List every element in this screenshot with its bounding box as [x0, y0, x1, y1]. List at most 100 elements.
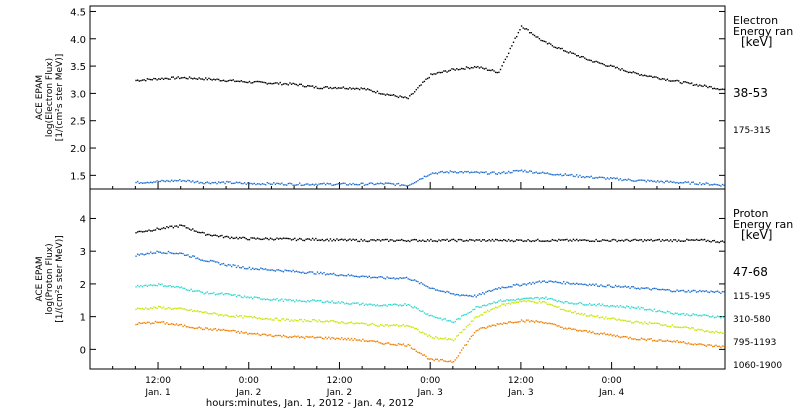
electron-series-point: [679, 181, 682, 184]
proton-series-point: [537, 238, 539, 241]
proton-series-point: [572, 238, 575, 241]
proton-series-point: [438, 290, 440, 292]
electron-series-point: [349, 87, 351, 89]
proton-series-point: [354, 302, 356, 305]
proton-series-point: [703, 290, 706, 293]
proton-series-point: [443, 239, 445, 241]
proton-series-point: [715, 241, 717, 243]
proton-series-point: [269, 237, 272, 239]
proton-series-point: [644, 287, 646, 290]
proton-series-point: [418, 309, 421, 312]
proton-series-point: [420, 352, 422, 355]
electron-series-point: [663, 78, 665, 80]
proton-series-point: [143, 254, 145, 256]
proton-series-point: [284, 269, 286, 271]
electron-series-point: [533, 172, 536, 174]
proton-series-point: [407, 239, 409, 242]
proton-series-point: [405, 304, 408, 307]
proton-series-point: [149, 323, 152, 325]
electron-series-point: [425, 175, 427, 178]
proton-series-point: [290, 319, 293, 321]
proton-series-point: [543, 301, 545, 303]
proton-series-point: [514, 240, 516, 242]
proton-series-point: [358, 322, 361, 325]
electron-series-point: [295, 83, 298, 86]
proton-series-point: [294, 237, 296, 240]
proton-series-point: [527, 282, 529, 285]
proton-series-point: [378, 341, 380, 344]
proton-series-point: [336, 302, 338, 304]
electron-series-point: [413, 91, 416, 93]
proton-series-point: [243, 315, 246, 317]
proton-series-point: [517, 239, 520, 241]
proton-series-point: [164, 252, 166, 255]
proton-series-point: [579, 313, 581, 316]
proton-series-point: [331, 240, 333, 242]
proton-series-point: [389, 324, 392, 327]
proton-series-point: [525, 284, 528, 286]
proton-series-point: [305, 272, 307, 275]
electron-series-point: [177, 179, 179, 182]
proton-series-point: [634, 238, 636, 241]
proton-series-point: [572, 303, 575, 305]
proton-series-point: [559, 326, 562, 328]
electron-series-point: [486, 173, 489, 175]
proton-series-point: [721, 345, 724, 347]
proton-series-point: [663, 311, 665, 314]
proton-series-point: [598, 240, 601, 242]
proton-series-point: [384, 342, 387, 345]
proton-series-point: [624, 285, 626, 287]
proton-series-point: [464, 344, 466, 347]
proton-series-point: [337, 301, 340, 303]
proton-series-point: [637, 321, 639, 323]
electron-series-point: [682, 182, 685, 184]
proton-series-point: [451, 238, 453, 241]
proton-series-point: [561, 308, 563, 311]
proton-series-point: [587, 284, 589, 287]
proton-series-point: [703, 314, 706, 316]
proton-series-point: [559, 300, 562, 303]
electron-series-point: [580, 55, 583, 58]
electron-series-point: [563, 174, 565, 177]
electron-series-point: [315, 85, 317, 88]
proton-series-point: [198, 326, 200, 328]
proton-series-point: [167, 250, 170, 253]
electron-series-point: [451, 171, 453, 173]
proton-series-point: [156, 250, 158, 253]
proton-series-point: [595, 333, 597, 335]
electron-series-point: [154, 181, 157, 183]
proton-series-point: [592, 240, 594, 242]
proton-series-point: [702, 290, 704, 292]
proton-series-point: [187, 326, 189, 328]
electron-series-point: [648, 180, 651, 182]
electron-series-point: [460, 67, 463, 70]
proton-series-point: [376, 276, 379, 279]
electron-series-point: [545, 41, 547, 43]
proton-series-point: [410, 347, 413, 349]
proton-series-point: [645, 239, 648, 242]
proton-series-point: [585, 239, 588, 242]
electron-series-point: [537, 172, 539, 175]
proton-series-point: [522, 240, 524, 243]
electron-series-point: [219, 80, 221, 82]
proton-series-point: [575, 282, 578, 285]
proton-series-point: [566, 310, 568, 312]
electron-series-point: [162, 180, 165, 182]
proton-series-point: [482, 305, 484, 307]
electron-series-point: [582, 56, 584, 58]
proton-series-point: [600, 284, 602, 286]
electron-series-point: [655, 181, 657, 183]
proton-series-point: [618, 285, 620, 287]
proton-series-point: [648, 338, 651, 340]
proton-series-point: [626, 286, 628, 288]
proton-series-point: [179, 307, 181, 309]
proton-series-point: [627, 239, 630, 242]
proton-series-point: [417, 329, 419, 331]
proton-series-point: [360, 238, 362, 241]
proton-series-point: [247, 267, 249, 270]
proton-series-point: [522, 300, 524, 302]
proton-series-115-195: [135, 250, 725, 298]
proton-series-point: [167, 306, 170, 309]
electron-series-point: [201, 182, 204, 184]
proton-series-point: [692, 289, 695, 292]
